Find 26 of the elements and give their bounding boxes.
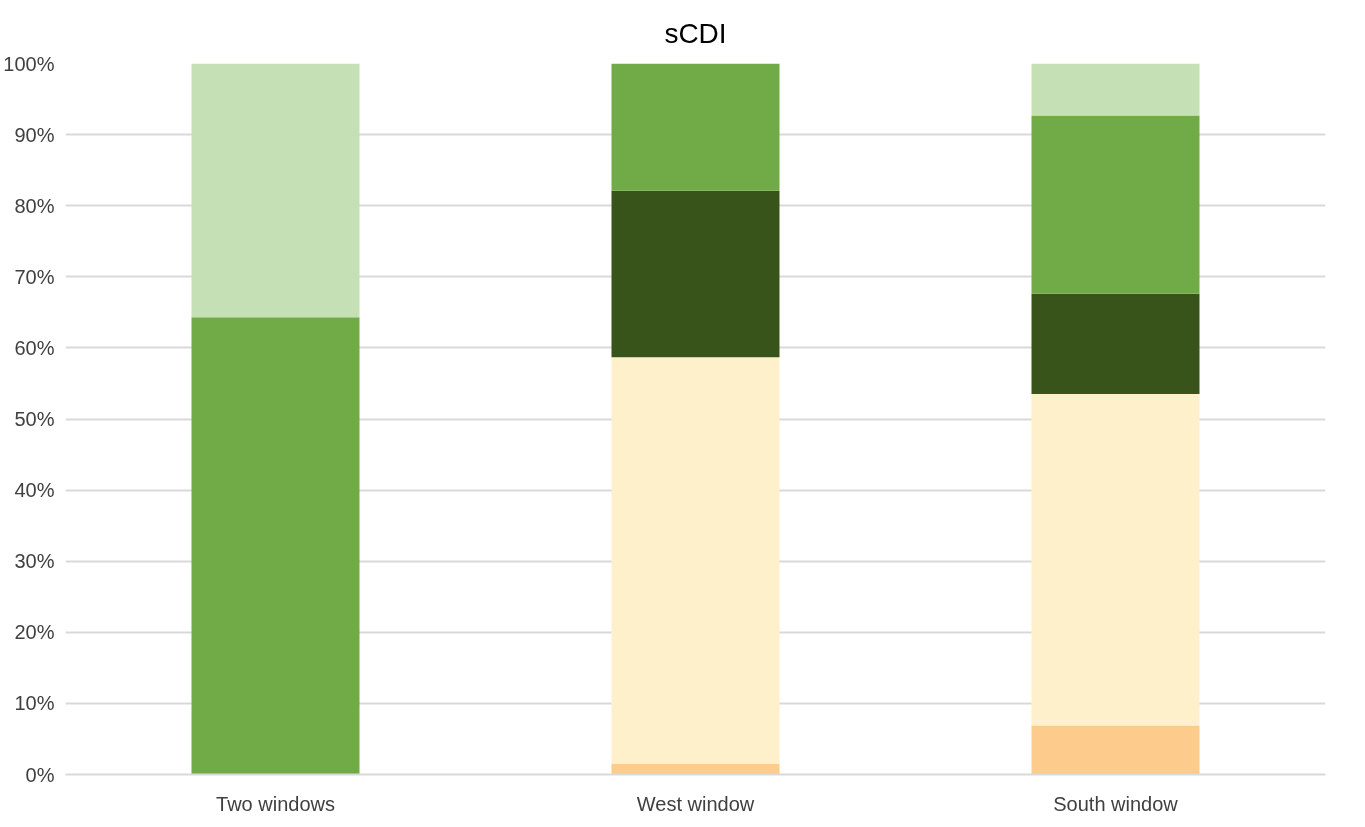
chart-title: sCDI	[664, 17, 727, 49]
y-tick-label: 0%	[25, 763, 55, 786]
bar	[191, 317, 360, 775]
y-tick-label: 90%	[14, 123, 55, 146]
bar	[611, 763, 780, 775]
y-tick-label: 40%	[14, 479, 55, 502]
y-tick-label: 60%	[14, 336, 55, 359]
bar	[611, 357, 780, 764]
bar	[1031, 115, 1200, 294]
y-tick-label: 20%	[14, 621, 55, 644]
bar	[611, 190, 780, 358]
bar	[1031, 394, 1200, 726]
x-tick-label: West window	[636, 792, 755, 815]
bar	[1031, 63, 1200, 116]
bar	[1031, 725, 1200, 775]
y-tick-label: 80%	[14, 194, 55, 217]
y-tick-label: 30%	[14, 550, 55, 573]
y-tick-label: 10%	[14, 692, 55, 715]
x-tick-label: South window	[1053, 792, 1179, 815]
y-tick-label: 50%	[14, 408, 55, 430]
bar	[611, 63, 780, 191]
y-tick-label: 100%	[3, 52, 55, 75]
bar	[191, 63, 360, 318]
y-tick-label: 70%	[14, 265, 55, 288]
x-tick-label: Two windows	[216, 792, 335, 815]
bar	[1031, 293, 1200, 395]
